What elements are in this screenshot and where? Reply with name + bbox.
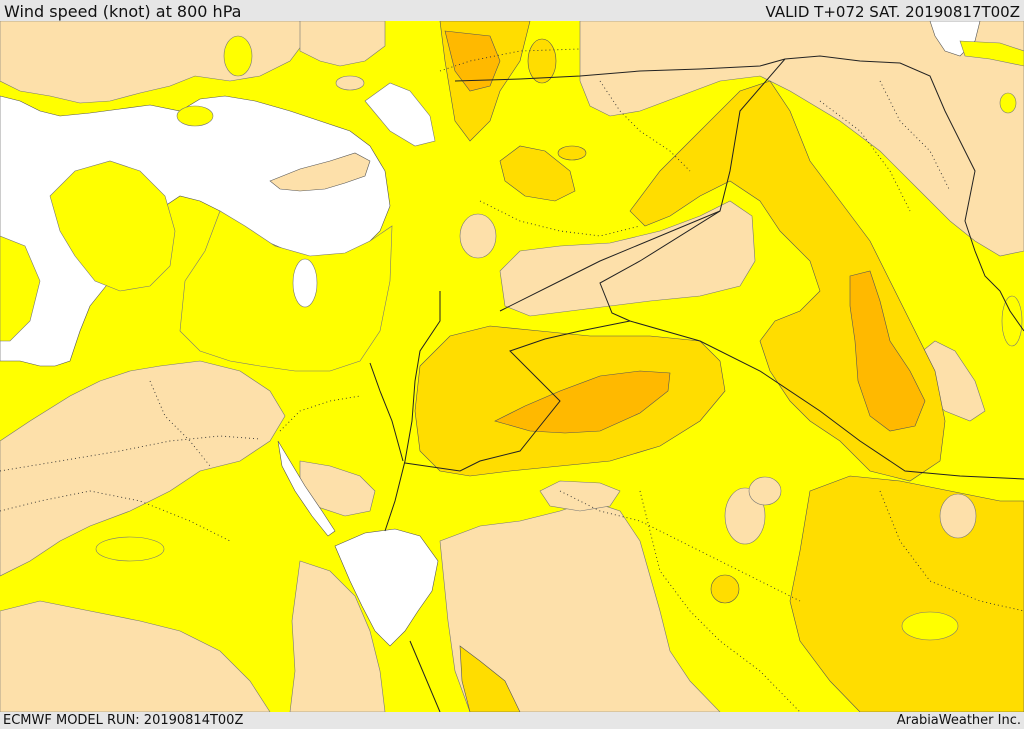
speed-band-high-hejaz — [459, 645, 521, 712]
light-patch-b — [335, 75, 365, 91]
saudi-light-band — [439, 500, 721, 712]
speed-band-high-syria — [499, 145, 576, 202]
dotted-syria-2 — [599, 80, 691, 172]
wind-speed-map — [0, 21, 1024, 712]
speed-band-higher-north — [444, 30, 501, 92]
valid-time: VALID T+072 SAT. 20190817T00Z — [765, 3, 1020, 21]
model-run-label: ECMWF MODEL RUN: 20190814T00Z — [3, 713, 244, 728]
dotted-egypt-2 — [0, 490, 231, 542]
gulf-of-suez — [277, 440, 336, 537]
saudi-light-band-2 — [539, 480, 621, 512]
border-iran-iraq — [784, 55, 1024, 332]
province-borders — [0, 48, 1024, 712]
credit-label: ArabiaWeather Inc. — [896, 713, 1021, 728]
dotted-saudi-1 — [559, 490, 801, 602]
speed-band-high-small-2 — [527, 38, 557, 84]
speed-band-mid-south — [0, 235, 41, 342]
dotted-iran-2 — [819, 100, 911, 212]
border-sudan-egypt — [409, 640, 441, 712]
border-iraq-saudi — [629, 320, 1024, 480]
border-israel-jordan — [384, 291, 441, 532]
dotted-saudi-3 — [879, 490, 1024, 612]
border-jordan-saudi — [404, 320, 631, 472]
cyprus — [269, 152, 371, 192]
border-syria-iraq — [599, 58, 786, 322]
egypt-light-band-south — [0, 600, 271, 712]
dotted-sinai-1 — [279, 395, 361, 432]
header-bar: Wind speed (knot) at 800 hPa VALID T+072… — [0, 0, 1024, 21]
light-patch-lebanon — [459, 213, 497, 259]
light-patch-saudi-f — [748, 476, 782, 506]
dotted-saudi-2 — [639, 490, 801, 712]
yellow-patch-gulf — [710, 574, 740, 604]
yellow-islet-ne-2 — [1001, 295, 1023, 347]
speed-band-higher-iraq — [849, 270, 926, 432]
border-egypt-israel — [369, 362, 404, 462]
dotted-turkey-1 — [439, 48, 581, 72]
dotted-syria-1 — [479, 200, 641, 237]
light-patch-a — [223, 35, 253, 77]
light-patch-egypt-a — [95, 536, 165, 562]
sea-patch-small — [292, 258, 318, 308]
light-patch-gulf — [901, 611, 959, 641]
map-title: Wind speed (knot) at 800 hPa — [4, 2, 242, 21]
nile-light-band — [289, 560, 386, 712]
footer-bar: ECMWF MODEL RUN: 20190814T00Z ArabiaWeat… — [0, 712, 1024, 729]
sea-patch-east — [364, 82, 436, 147]
yellow-islet-ne — [999, 92, 1017, 114]
speed-band-higher-jordan — [494, 370, 671, 434]
border-syria-jordan-n — [499, 210, 721, 312]
map-area — [0, 21, 1024, 712]
speed-band-mid-sea — [49, 160, 176, 292]
syria-light-band — [499, 200, 756, 317]
light-yellow-strip-ne — [959, 40, 1024, 67]
turkey-light-band-2 — [299, 21, 386, 67]
border-turkey-syria — [454, 58, 786, 82]
red-sea — [334, 528, 439, 647]
light-patch-c — [176, 105, 214, 127]
light-patch-gulf-2 — [939, 493, 977, 539]
country-borders — [369, 55, 1024, 712]
speed-band-high-small — [557, 145, 587, 161]
speed-band-mid-east-med — [179, 210, 393, 372]
egypt-light-band — [0, 360, 286, 577]
iran-light-band — [579, 21, 1024, 257]
